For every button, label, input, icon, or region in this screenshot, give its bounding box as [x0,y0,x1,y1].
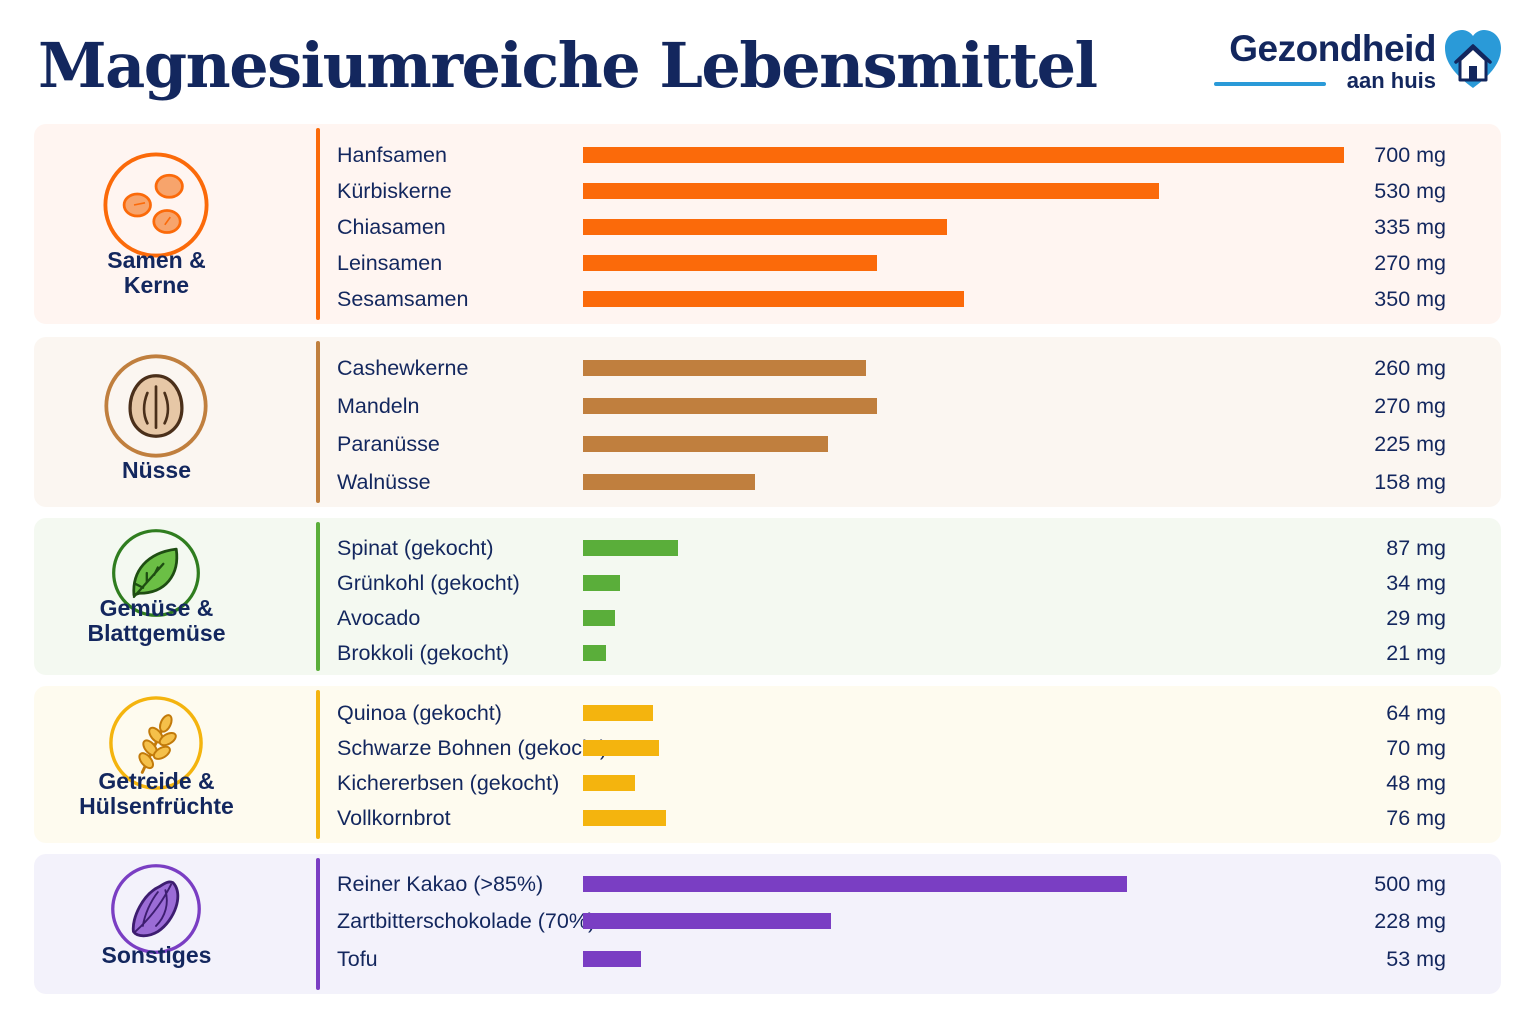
magnesium-bar [583,255,877,271]
heart-house-icon [1445,30,1501,88]
category-divider [316,522,320,671]
brand-logo[interactable]: Gezondheid aan huis [1206,24,1506,96]
food-name: Schwarze Bohnen (gekocht) [337,736,608,760]
value-label: 48 mg [1386,771,1446,795]
magnesium-bar [583,775,635,791]
food-name: Grünkohl (gekocht) [337,571,520,595]
wheat-icon [109,696,203,790]
category-label: Sonstiges [101,942,212,968]
food-name: Brokkoli (gekocht) [337,641,510,665]
value-label: 53 mg [1386,947,1446,971]
magnesium-bar [583,436,828,452]
magnesium-bar [583,474,755,490]
value-label: 158 mg [1374,470,1446,494]
magnesium-bar [583,876,1127,892]
food-name: Mandeln [337,394,420,418]
food-name: Leinsamen [337,251,443,275]
nut-icon [104,354,208,458]
magnesium-bar [583,398,877,414]
food-name: Kichererbsen (gekocht) [337,771,560,795]
category-panel-nuts: Nüsse Cashewkerne 260 mg Mandeln 270 mg Paran… [34,337,1501,507]
value-label: 21 mg [1386,641,1446,665]
value-label: 530 mg [1374,179,1446,203]
category-divider [316,341,320,503]
magnesium-bar [583,810,666,826]
value-label: 76 mg [1386,806,1446,830]
leaf-icon [112,529,200,617]
value-label: 64 mg [1386,701,1446,725]
category-divider [316,690,320,839]
value-label: 87 mg [1386,536,1446,560]
category-label: Nüsse [121,457,192,483]
magnesium-bar [583,575,620,591]
value-label: 335 mg [1374,215,1446,239]
logo-brand-text: Gezondheid [1229,28,1436,69]
value-label: 700 mg [1374,143,1446,167]
category-label: Samen & Kerne [107,247,206,298]
value-label: 34 mg [1386,571,1446,595]
value-label: 270 mg [1374,251,1446,275]
magnesium-bar [583,913,831,929]
magnesium-bar [583,183,1159,199]
category-panel-veg: Gemüse & Blattgemüse Spinat (gekocht) 87 mg… [34,518,1501,675]
food-name: Spinat (gekocht) [337,536,494,560]
magnesium-bar [583,360,866,376]
food-name: Avocado [337,606,421,630]
value-label: 270 mg [1374,394,1446,418]
food-name: Cashewkerne [337,356,469,380]
food-name: Kürbiskerne [337,179,452,203]
food-name: Zartbitterschokolade (70%) [337,909,596,933]
value-label: 70 mg [1386,736,1446,760]
logo-underline [1214,82,1326,86]
food-name: Walnüsse [337,470,431,494]
seeds-icon [103,152,209,258]
value-label: 350 mg [1374,287,1446,311]
page-title: Magnesiumreiche Lebensmittel [38,29,1098,102]
food-name: Sesamsamen [337,287,469,311]
category-panel-seeds: Samen & Kerne Hanfsamen 700 mg Kürbiskerne 53… [34,124,1501,324]
food-name: Quinoa (gekocht) [337,701,502,725]
category-label: Getreide & Hülsenfrüchte [79,768,234,819]
magnesium-bar [583,291,964,307]
magnesium-bar [583,540,678,556]
category-divider [316,128,320,320]
category-panel-grain: Getreide & Hülsenfrüchte Quinoa (gekocht) 6… [34,686,1501,843]
category-panel-other: Sonstiges Reiner Kakao (>85%) 500 mg Zartbi… [34,854,1501,994]
value-label: 260 mg [1374,356,1446,380]
magnesium-bar [583,740,659,756]
food-name: Vollkornbrot [337,806,451,830]
cacao-icon [111,864,201,954]
food-name: Hanfsamen [337,143,447,167]
food-name: Paranüsse [337,432,440,456]
value-label: 225 mg [1374,432,1446,456]
value-label: 29 mg [1386,606,1446,630]
category-label: Gemüse & Blattgemüse [87,595,226,646]
magnesium-bar [583,951,641,967]
value-label: 228 mg [1374,909,1446,933]
food-name: Chiasamen [337,215,446,239]
food-name: Reiner Kakao (>85%) [337,872,544,896]
magnesium-bar [583,219,947,235]
value-label: 500 mg [1374,872,1446,896]
food-name: Tofu [337,947,378,971]
magnesium-bar [583,645,606,661]
magnesium-bar [583,705,653,721]
magnesium-bar [583,610,615,626]
magnesium-bar [583,147,1344,163]
logo-sub-text: aan huis [1346,68,1436,93]
category-divider [316,858,320,990]
